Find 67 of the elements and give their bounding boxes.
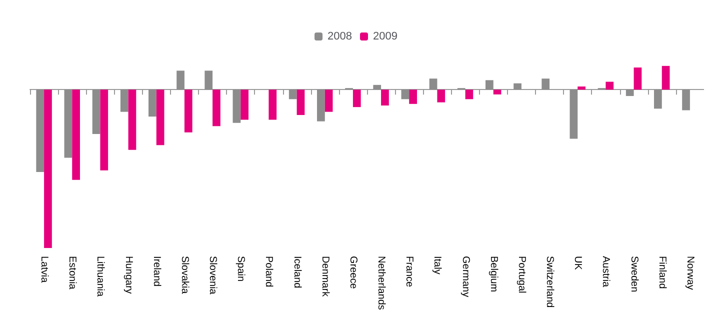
bar xyxy=(381,90,389,106)
bar xyxy=(373,84,382,90)
bar xyxy=(317,90,325,122)
x-tick-label: Greece xyxy=(347,256,358,290)
legend-label: 2009 xyxy=(373,30,398,42)
x-tick-label: Belgium xyxy=(488,256,499,292)
bar xyxy=(64,90,72,158)
x-tick-label: Lithuania xyxy=(94,256,106,298)
bar xyxy=(324,90,333,112)
bar xyxy=(100,90,108,170)
bar xyxy=(401,90,410,100)
x-tick-label: Sweden xyxy=(628,256,640,292)
x-tick-label: Spain xyxy=(235,256,246,282)
x-tick-label: Poland xyxy=(263,256,274,288)
x-tick-label: Finland xyxy=(656,256,668,289)
bar xyxy=(437,90,446,102)
bar xyxy=(148,90,156,117)
bar xyxy=(486,80,494,90)
bar xyxy=(493,90,502,94)
bar xyxy=(120,90,128,112)
x-tick-label: UK xyxy=(572,256,584,270)
bar xyxy=(204,70,213,90)
bar xyxy=(606,82,614,90)
bar xyxy=(156,90,164,146)
bar xyxy=(288,90,297,100)
legend-label: 2008 xyxy=(328,30,352,42)
x-tick-label: Austria xyxy=(600,256,612,288)
bar xyxy=(465,90,474,100)
bar xyxy=(176,70,184,90)
bar xyxy=(570,90,578,139)
x-tick-label: Germany xyxy=(460,256,471,298)
bar xyxy=(654,90,662,109)
bar xyxy=(409,90,417,104)
x-tick-label: Netherlands xyxy=(376,256,387,310)
bar xyxy=(429,78,438,90)
x-tick-label: Hungary xyxy=(122,256,134,294)
x-tick-label: Slovakia xyxy=(178,256,190,294)
x-tick-label: Iceland xyxy=(291,256,302,288)
x-tick-label: Latvia xyxy=(38,256,50,284)
bar xyxy=(542,78,550,90)
x-tick-label: France xyxy=(404,256,415,288)
x-tick-label: Norway xyxy=(684,256,696,290)
bar xyxy=(36,90,44,172)
bar xyxy=(268,90,277,120)
bar xyxy=(662,66,670,90)
x-tick-label: Estonia xyxy=(66,256,78,290)
x-tick-label: Denmark xyxy=(319,256,330,298)
bar xyxy=(578,86,586,90)
bar xyxy=(72,90,80,180)
bar xyxy=(634,68,642,90)
x-tick-label: Ireland xyxy=(150,256,162,287)
bar xyxy=(296,90,305,115)
bar xyxy=(232,90,241,123)
bar xyxy=(626,90,634,96)
bar xyxy=(184,90,192,132)
x-tick-label: Portugal xyxy=(516,256,527,294)
bar xyxy=(514,83,522,90)
bar xyxy=(240,90,248,120)
x-tick-label: Switzerland xyxy=(544,256,556,308)
bar xyxy=(352,90,361,108)
bar xyxy=(212,90,220,126)
x-tick-label: Slovenia xyxy=(207,256,218,295)
bar xyxy=(92,90,100,134)
bar xyxy=(128,90,136,150)
bar xyxy=(44,90,52,248)
x-tick-label: Italy xyxy=(432,256,443,274)
bar xyxy=(682,90,690,110)
